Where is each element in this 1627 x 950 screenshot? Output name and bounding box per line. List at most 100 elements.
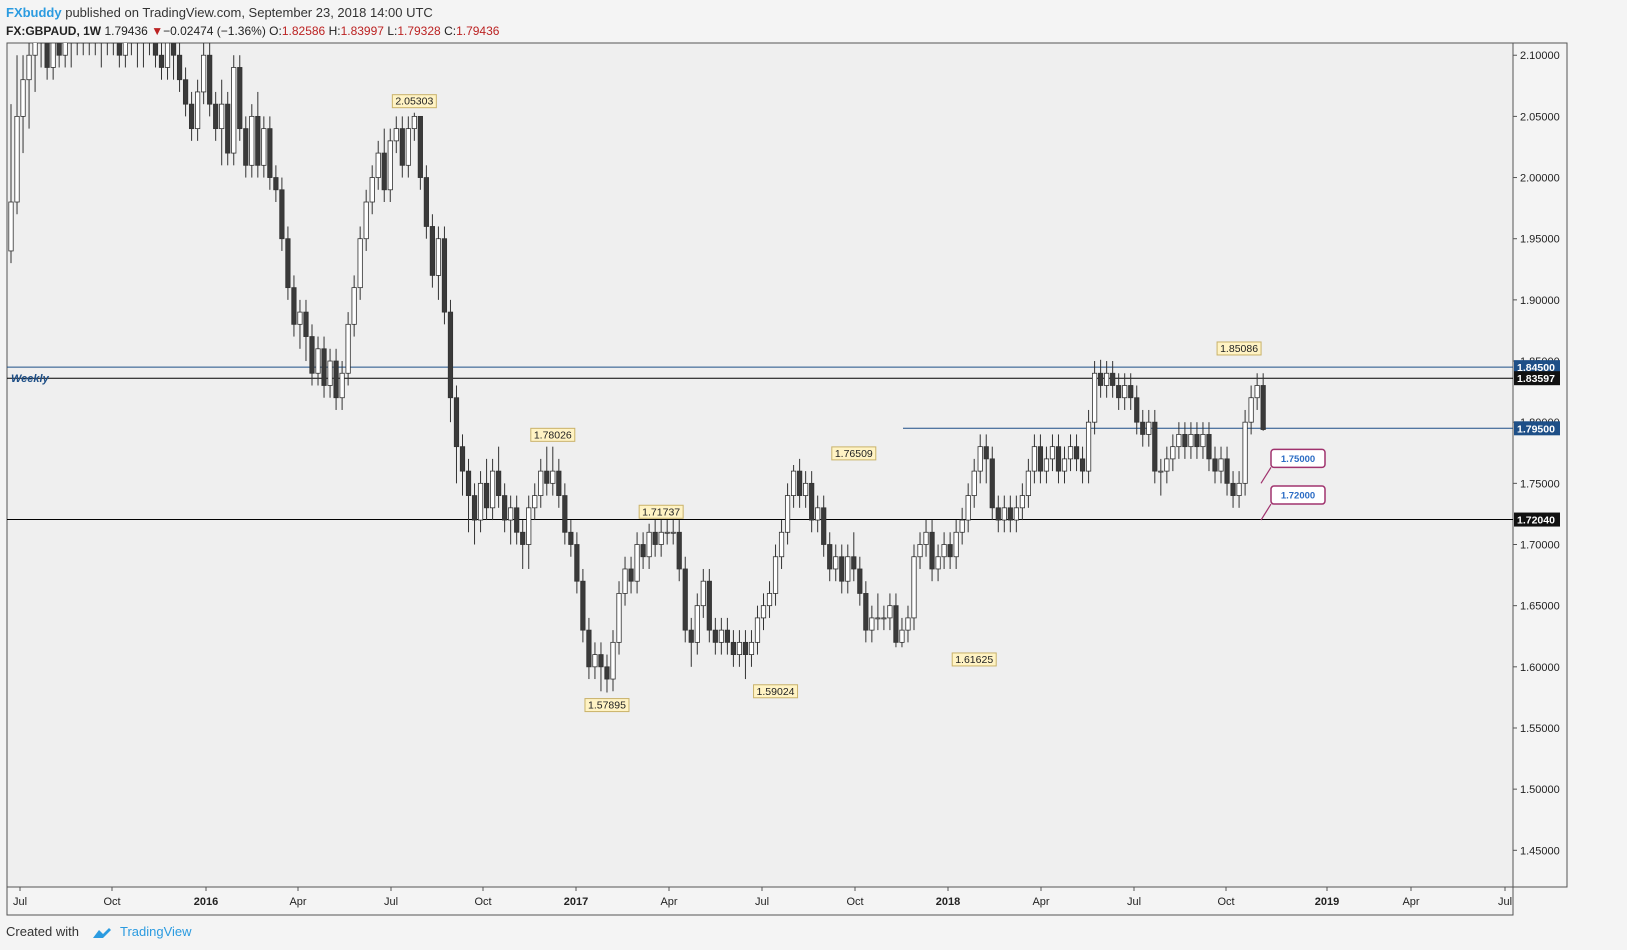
candle-body[interactable] <box>712 629 718 643</box>
candle-body[interactable] <box>863 593 869 631</box>
candle-body[interactable] <box>92 31 98 44</box>
candle-body[interactable] <box>26 54 32 81</box>
candle-body[interactable] <box>628 568 634 582</box>
candle-body[interactable] <box>1206 434 1212 460</box>
candle-body[interactable] <box>1146 421 1152 435</box>
candle-body[interactable] <box>381 152 387 191</box>
candle-body[interactable] <box>941 544 947 558</box>
candle-body[interactable] <box>387 140 393 191</box>
candle-body[interactable] <box>291 287 297 325</box>
candle-body[interactable] <box>502 495 508 521</box>
candle-body[interactable] <box>797 470 803 496</box>
candle-body[interactable] <box>333 360 339 399</box>
candle-body[interactable] <box>243 128 249 166</box>
candle-body[interactable] <box>989 458 995 509</box>
candle-body[interactable] <box>640 544 646 558</box>
candle-body[interactable] <box>62 31 68 56</box>
candle-body[interactable] <box>1037 446 1044 472</box>
candle-body[interactable] <box>718 629 724 643</box>
candle-body[interactable] <box>267 128 273 178</box>
candle-body[interactable] <box>453 397 460 448</box>
candle-body[interactable] <box>562 495 568 533</box>
candle-body[interactable] <box>1067 446 1074 460</box>
candle-body[interactable] <box>791 470 797 496</box>
candle-body[interactable] <box>297 311 303 325</box>
candle-body[interactable] <box>1098 372 1104 386</box>
candle-body[interactable] <box>146 31 153 44</box>
candle-body[interactable] <box>1073 446 1080 460</box>
candle-body[interactable] <box>1242 421 1248 484</box>
candle-body[interactable] <box>851 556 857 570</box>
candle-body[interactable] <box>321 348 327 386</box>
candle-body[interactable] <box>1218 458 1224 472</box>
candle-body[interactable] <box>465 470 472 496</box>
candle-body[interactable] <box>580 580 586 631</box>
candle-body[interactable] <box>1152 421 1158 472</box>
candle-body[interactable] <box>965 495 971 521</box>
candle-body[interactable] <box>839 556 845 582</box>
candle-body[interactable] <box>411 115 417 130</box>
candle-body[interactable] <box>694 605 700 643</box>
candle-body[interactable] <box>363 201 369 240</box>
candle-body[interactable] <box>1110 372 1116 386</box>
candle-body[interactable] <box>815 507 821 521</box>
target-callout-box[interactable] <box>1270 485 1326 505</box>
tradingview-link[interactable]: TradingView <box>120 924 192 939</box>
candle-body[interactable] <box>766 593 773 607</box>
candle-body[interactable] <box>56 43 62 56</box>
candle-body[interactable] <box>285 238 291 289</box>
candle-body[interactable] <box>875 617 881 620</box>
candle-body[interactable] <box>86 31 92 44</box>
candle-body[interactable] <box>905 617 911 631</box>
candle-body[interactable] <box>14 115 20 203</box>
candle-body[interactable] <box>778 531 785 558</box>
candle-body[interactable] <box>508 507 514 521</box>
candle-body[interactable] <box>1248 397 1254 423</box>
candle-body[interactable] <box>977 446 983 472</box>
candle-body[interactable] <box>1164 458 1170 472</box>
candle-body[interactable] <box>544 470 550 484</box>
candle-body[interactable] <box>953 531 959 558</box>
candle-body[interactable] <box>339 372 345 399</box>
candle-body[interactable] <box>50 43 56 68</box>
candle-body[interactable] <box>899 629 905 643</box>
candle-body[interactable] <box>1140 421 1146 435</box>
candle-body[interactable] <box>1061 458 1068 472</box>
candle-body[interactable] <box>68 31 74 44</box>
candle-body[interactable] <box>923 531 929 545</box>
candle-body[interactable] <box>104 31 110 44</box>
candle-body[interactable] <box>1260 385 1266 430</box>
candle-body[interactable] <box>405 128 411 166</box>
candle-body[interactable] <box>532 495 538 509</box>
candle-body[interactable] <box>1158 470 1164 473</box>
candle-body[interactable] <box>164 43 171 68</box>
candle-body[interactable] <box>98 31 104 44</box>
candle-body[interactable] <box>622 568 628 594</box>
candle-body[interactable] <box>1200 434 1206 448</box>
candle-body[interactable] <box>459 446 466 472</box>
candle-body[interactable] <box>423 177 429 227</box>
candle-body[interactable] <box>237 67 243 130</box>
candle-body[interactable] <box>32 31 38 56</box>
candle-body[interactable] <box>369 177 375 203</box>
candle-body[interactable] <box>881 617 887 620</box>
candle-body[interactable] <box>1254 385 1260 399</box>
candle-body[interactable] <box>634 544 640 582</box>
candle-body[interactable] <box>176 54 183 81</box>
candle-body[interactable] <box>1188 434 1194 448</box>
candle-body[interactable] <box>568 531 574 545</box>
candle-body[interactable] <box>201 54 207 93</box>
candle-body[interactable] <box>182 79 189 105</box>
candle-body[interactable] <box>1049 446 1056 460</box>
candle-body[interactable] <box>327 360 333 386</box>
candle-body[interactable] <box>652 531 658 545</box>
candle-body[interactable] <box>1194 434 1200 448</box>
candle-body[interactable] <box>140 31 147 44</box>
candle-body[interactable] <box>833 556 839 570</box>
candle-body[interactable] <box>74 31 80 44</box>
candle-body[interactable] <box>435 238 442 276</box>
candle-body[interactable] <box>935 556 941 570</box>
candle-body[interactable] <box>1085 421 1092 472</box>
candle-body[interactable] <box>1134 397 1140 423</box>
